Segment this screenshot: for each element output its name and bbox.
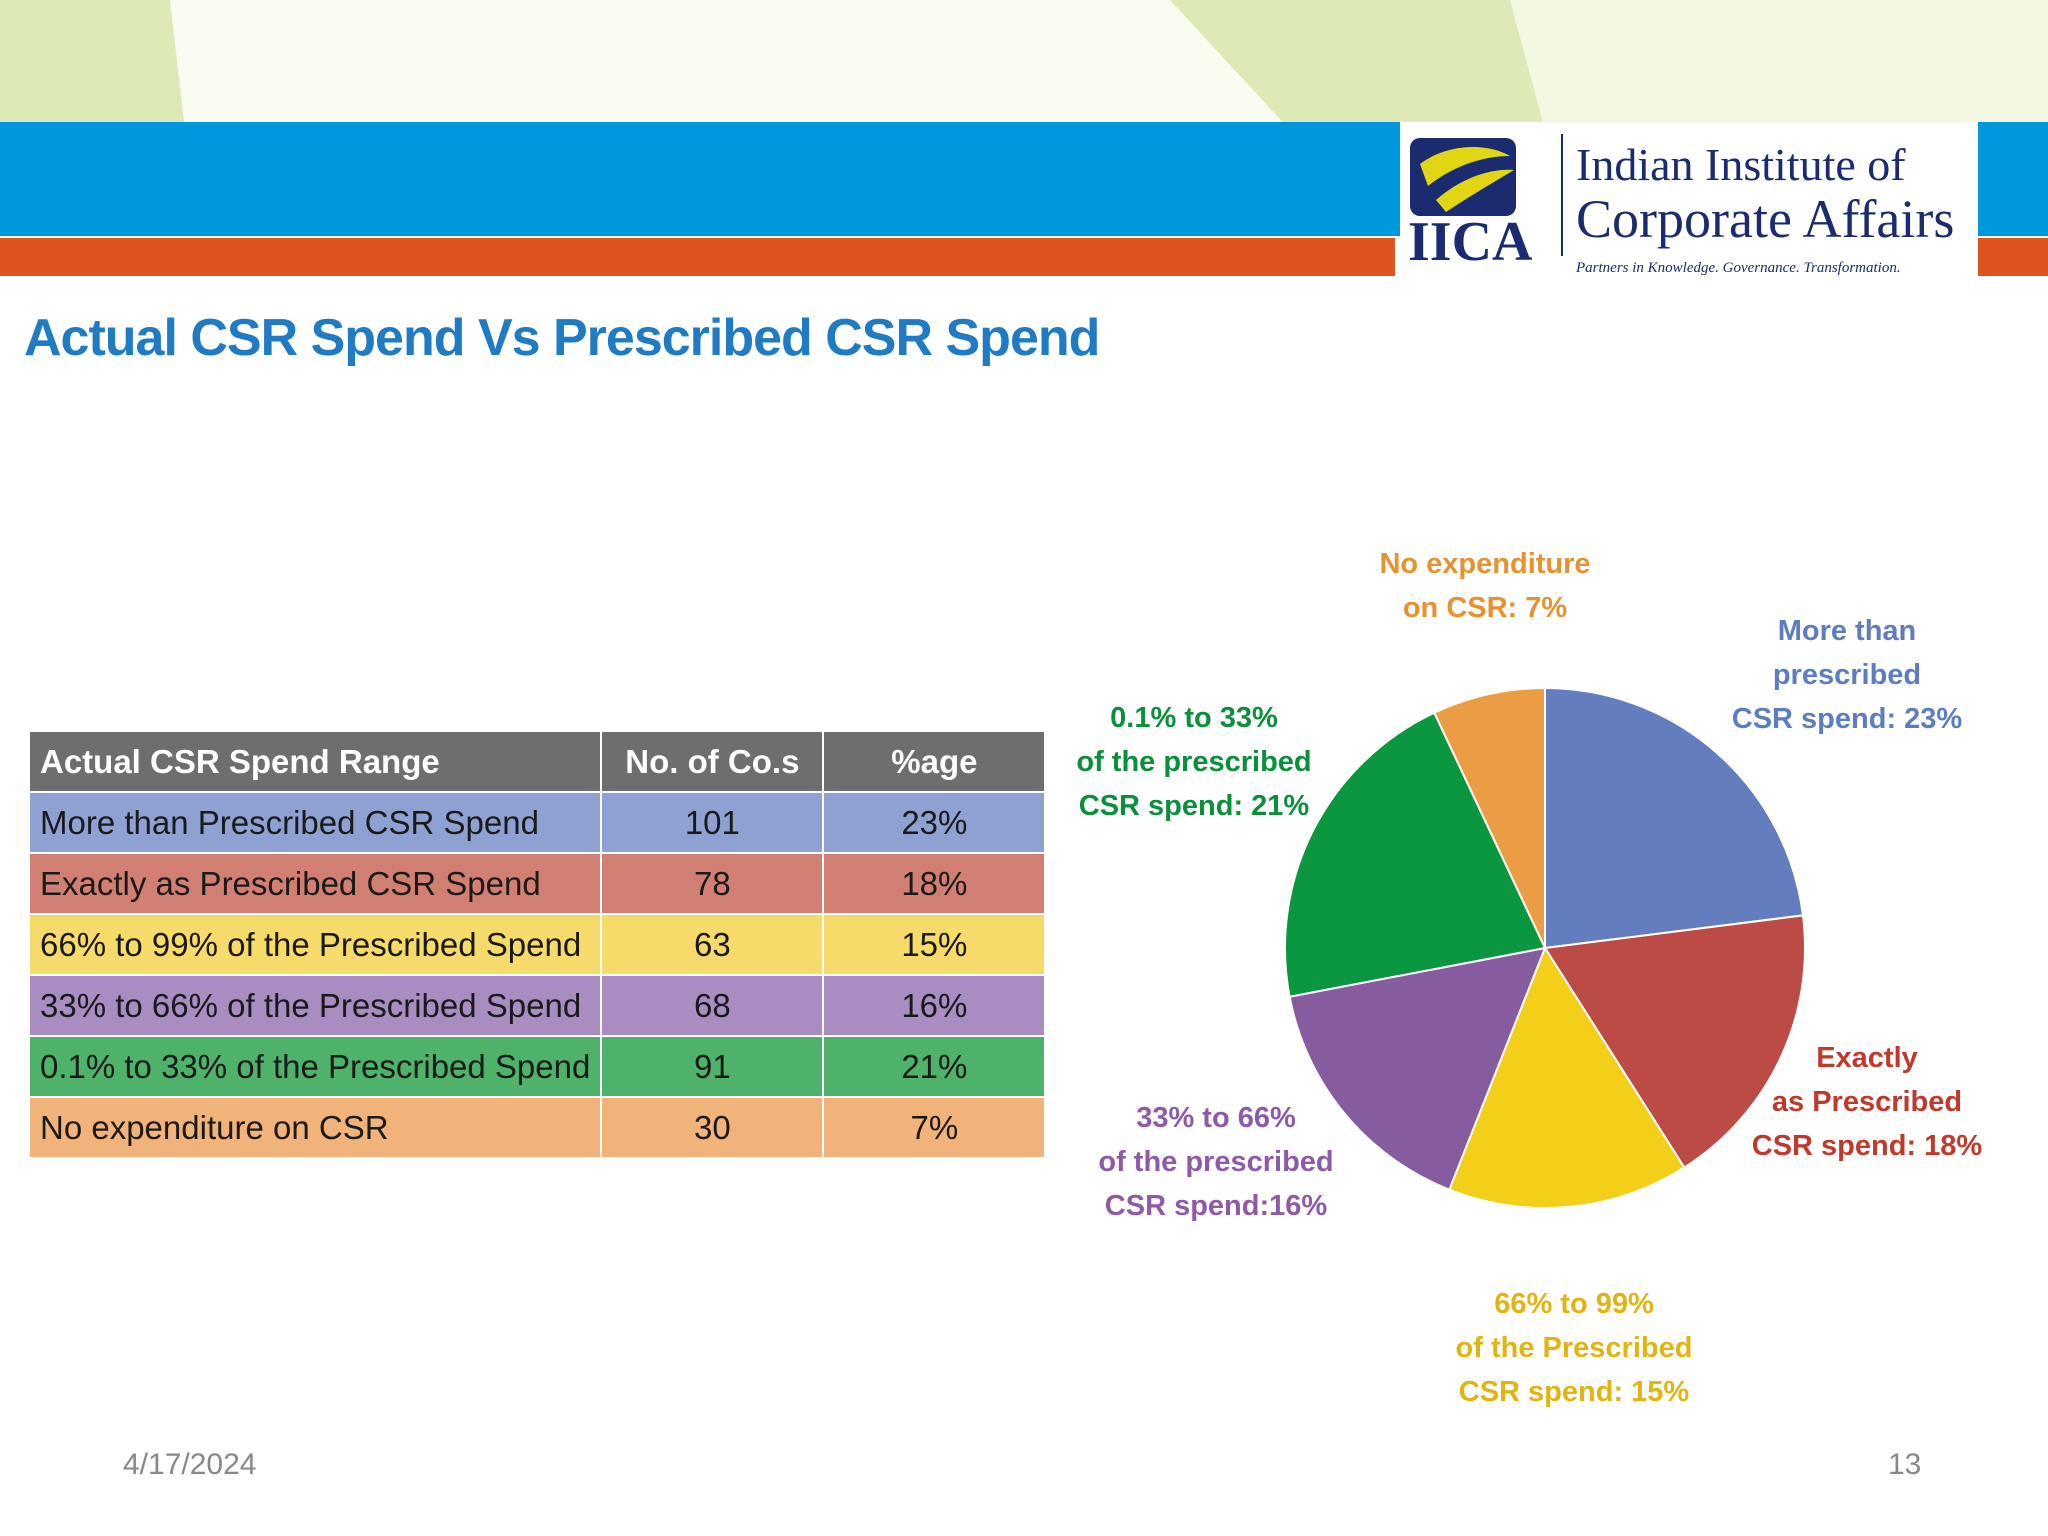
table-cell-pct: 15% <box>822 913 1047 976</box>
iica-logo: IICA Indian Institute of Corporate Affai… <box>1400 122 1978 280</box>
logo-line-2: Corporate Affairs <box>1576 189 1955 249</box>
table-row: Exactly as Prescribed CSR Spend 78 18% <box>27 852 1047 915</box>
logo-divider <box>1561 134 1563 256</box>
header-orange-band <box>0 238 1395 276</box>
table-cell-range: 33% to 66% of the Prescribed Spend <box>27 974 603 1037</box>
pie-slice <box>1544 686 1805 950</box>
footer-date: 4/17/2024 <box>123 1448 257 1481</box>
logo-abbr: IICA <box>1408 211 1533 264</box>
logo-line-1: Indian Institute of <box>1576 139 1906 190</box>
table-cell-pct: 7% <box>822 1096 1047 1159</box>
pie-slice-label: Exactly as Prescribed CSR spend: 18% <box>1752 1042 1983 1162</box>
table-cell-pct: 16% <box>822 974 1047 1037</box>
table-row: No expenditure on CSR 30 7% <box>27 1096 1047 1159</box>
table-cell-range: Exactly as Prescribed CSR Spend <box>27 852 603 915</box>
logo-tagline: Partners in Knowledge. Governance. Trans… <box>1576 260 1901 276</box>
header-blue-band <box>0 122 1400 236</box>
pie-slice <box>1447 945 1686 1209</box>
top-decoration <box>0 0 2048 130</box>
table-row: More than Prescribed CSR Spend 101 23% <box>27 791 1047 854</box>
pie-slice-label: No expenditure on CSR: 7% <box>1379 548 1590 624</box>
table-cell-count: 68 <box>600 974 825 1037</box>
table-cell-count: 30 <box>600 1096 825 1159</box>
table-cell-count: 78 <box>600 852 825 915</box>
table-cell-range: No expenditure on CSR <box>27 1096 603 1159</box>
pie-slice <box>1288 946 1547 1192</box>
footer-page-number: 13 <box>1888 1448 1922 1481</box>
csr-pie-chart: More than prescribed CSR spend: 23% Exactly… <box>1076 548 1983 1408</box>
table-header-pct: %age <box>822 730 1047 793</box>
table-header-count: No. of Co.s <box>600 730 825 793</box>
pie-slice-label: 66% to 99% of the Prescribed CSR spend: 15… <box>1456 1288 1693 1408</box>
table-row: 0.1% to 33% of the Prescribed Spend 91 2… <box>27 1035 1047 1098</box>
table-cell-range: 66% to 99% of the Prescribed Spend <box>27 913 603 976</box>
slide-title: Actual CSR Spend Vs Prescribed CSR Spend <box>24 309 1100 367</box>
table-row: 66% to 99% of the Prescribed Spend 63 15… <box>27 913 1047 976</box>
table-cell-range: 0.1% to 33% of the Prescribed Spend <box>27 1035 603 1098</box>
table-row: 33% to 66% of the Prescribed Spend 68 16… <box>27 974 1047 1037</box>
table-cell-pct: 18% <box>822 852 1047 915</box>
table-header-row: Actual CSR Spend Range No. of Co.s %age <box>27 730 1047 793</box>
pie-slice <box>1432 686 1546 949</box>
header-orange-band-right <box>1978 238 2048 276</box>
pie-slice-label: 33% to 66% of the prescribed CSR spend:16% <box>1098 1102 1333 1222</box>
table-cell-count: 91 <box>600 1035 825 1098</box>
table-cell-pct: 21% <box>822 1035 1047 1098</box>
pie-slice <box>1543 914 1806 1169</box>
pie-slice <box>1284 711 1547 998</box>
pie-slice-label: More than prescribed CSR spend: 23% <box>1732 615 1963 735</box>
header-blue-band-right <box>1978 122 2048 236</box>
table-cell-count: 101 <box>600 791 825 854</box>
csr-spend-table: Actual CSR Spend Range No. of Co.s %age … <box>27 730 1047 1159</box>
iica-logo-mark: IICA <box>1408 138 1533 264</box>
table-cell-pct: 23% <box>822 791 1047 854</box>
pie-slice-label: 0.1% to 33% of the prescribed CSR spend: 2… <box>1076 702 1311 822</box>
table-header-range: Actual CSR Spend Range <box>27 730 603 793</box>
table-cell-count: 63 <box>600 913 825 976</box>
table-cell-range: More than Prescribed CSR Spend <box>27 791 603 854</box>
